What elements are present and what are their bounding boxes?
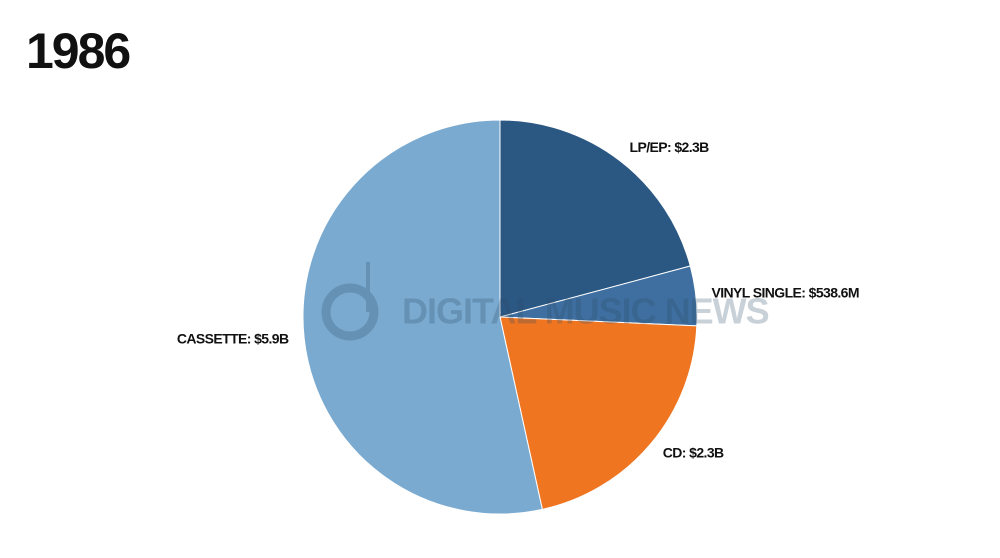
slice-label: LP/EP: $2.3B [630,139,710,155]
slice-label: CD: $2.3B [663,445,724,461]
pie-slice [499,119,691,318]
slice-label: VINYL SINGLE: $538.6M [712,285,859,301]
pie-slice [499,316,698,510]
chart-title: 1986 [26,23,129,79]
pie [302,119,698,515]
watermark: DIGITAL MUSIC NEWS [402,291,769,332]
pie-slice [302,119,543,515]
slice-label: CASSETTE: $5.9B [177,331,289,347]
watermark-logo [321,262,379,341]
